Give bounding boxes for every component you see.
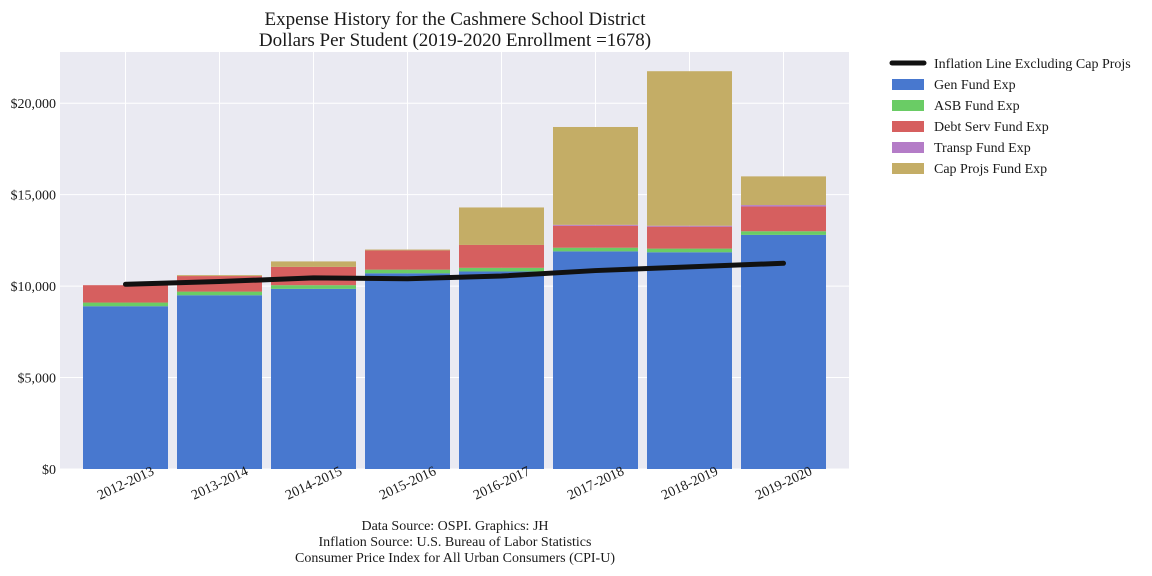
y-tick-label: $10,000 [11,280,57,295]
legend-label: Cap Projs Fund Exp [934,162,1047,177]
x-tick-label: 2018-2019 [659,464,720,503]
bar-segment-asb-fund-exp [741,231,826,235]
bar-segment-cap-projs-fund-exp [741,176,826,206]
bar-segment-gen-fund-exp [177,295,262,469]
bar-segment-debt-serv-fund-exp [741,206,826,232]
legend: Inflation Line Excluding Cap Projs Gen Fu… [889,57,1131,177]
bar-segment-asb-fund-exp [647,248,732,253]
bar-segment-cap-projs-fund-exp [647,71,732,226]
legend-swatch [892,100,924,111]
bar-segment-asb-fund-exp [271,285,356,289]
x-axis: 2012-2013 2013-2014 2014-2015 2015-2016 2016… [95,464,814,503]
x-tick-label: 2019-2020 [753,464,814,503]
bar-segment-gen-fund-exp [83,306,168,469]
x-tick-label: 2013-2014 [189,464,250,503]
bar-segment-cap-projs-fund-exp [365,249,450,251]
legend-label: Inflation Line Excluding Cap Projs [934,57,1131,72]
bar-segment-gen-fund-exp [459,271,544,469]
inflation-line-group [123,260,786,287]
x-tick-label: 2017-2018 [565,464,626,503]
bar-segment-cap-projs-fund-exp [177,275,262,277]
bar-segment-gen-fund-exp [271,288,356,469]
bar-segment-cap-projs-fund-exp [271,261,356,267]
legend-label: ASB Fund Exp [934,99,1020,114]
y-axis: $0 $5,000 $10,000 $15,000 $20,000 [11,97,57,478]
x-tick-label: 2012-2013 [95,464,156,503]
bar-segment-debt-serv-fund-exp [459,244,544,268]
legend-swatch [892,79,924,90]
bar-segment-asb-fund-exp [177,291,262,296]
legend-label: Debt Serv Fund Exp [934,120,1049,135]
bar-segment-transp-fund-exp [647,225,732,227]
chart-subtitle: Dollars Per Student (2019-2020 Enrollmen… [259,30,651,51]
bar-segment-asb-fund-exp [553,247,638,252]
source-notes: Data Source: OSPI. Graphics: JHInflation… [295,519,615,566]
bar-segment-asb-fund-exp [83,302,168,307]
bar-segment-debt-serv-fund-exp [647,226,732,249]
legend-swatch [892,163,924,174]
source-note: Inflation Source: U.S. Bureau of Labor S… [319,535,592,550]
y-tick-label: $0 [42,463,56,478]
bar-segment-gen-fund-exp [553,251,638,469]
bar-segment-gen-fund-exp [365,273,450,469]
x-tick-label: 2014-2015 [283,464,344,503]
bars [83,71,826,469]
bar-segment-gen-fund-exp [647,252,732,469]
y-tick-label: $15,000 [11,189,57,204]
legend-swatch [892,142,924,153]
bar-segment-asb-fund-exp [459,267,544,272]
legend-label: Transp Fund Exp [934,141,1031,156]
source-note: Data Source: OSPI. Graphics: JH [361,519,548,534]
bar-segment-asb-fund-exp [365,269,450,274]
chart-title: Expense History for the Cashmere School … [265,9,647,30]
legend-label: Gen Fund Exp [934,78,1016,93]
x-tick-label: 2016-2017 [471,464,532,503]
bar-segment-transp-fund-exp [553,224,638,226]
inflation-line [123,260,786,287]
x-tick-label: 2015-2016 [377,464,438,503]
source-note: Consumer Price Index for All Urban Consu… [295,551,615,566]
bar-segment-gen-fund-exp [741,234,826,469]
bar-segment-debt-serv-fund-exp [365,250,450,270]
bar-segment-cap-projs-fund-exp [553,126,638,225]
bar-segment-debt-serv-fund-exp [83,285,168,303]
y-tick-label: $5,000 [18,372,57,387]
y-tick-label: $20,000 [11,97,57,112]
bar-segment-cap-projs-fund-exp [459,207,544,245]
bar-segment-transp-fund-exp [741,205,826,207]
bar-segment-debt-serv-fund-exp [553,225,638,248]
legend-swatch [892,121,924,132]
